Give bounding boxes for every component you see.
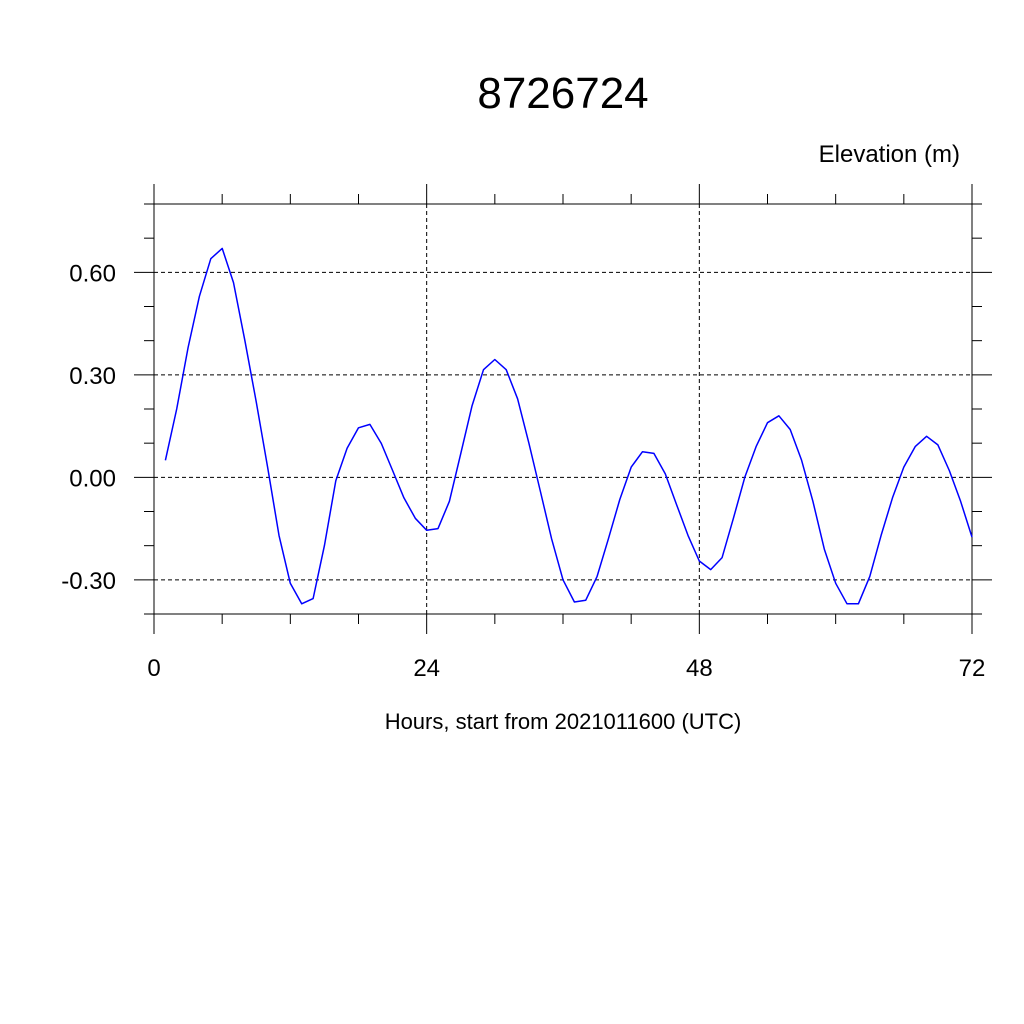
x-axis-label: Hours, start from 2021011600 (UTC) [385, 709, 742, 734]
chart-title: 8726724 [477, 69, 648, 118]
tick-labels: 0 24 48 72 0.60 0.30 0.00 -0.30 [61, 260, 985, 682]
series-layer [164, 247, 973, 605]
x-tick-label: 24 [413, 655, 440, 682]
x-tick-label: 48 [686, 655, 713, 682]
plot-frame [153, 203, 973, 615]
series-line [164, 247, 973, 605]
y-tick-label: 0.00 [69, 465, 116, 492]
y-tick-label: -0.30 [61, 568, 116, 595]
y-tick-label: 0.30 [69, 363, 116, 390]
y-tick-label: 0.60 [69, 260, 116, 287]
y-axis-label: Elevation (m) [819, 141, 960, 168]
x-tick-label: 72 [959, 655, 986, 682]
x-tick-label: 0 [147, 655, 160, 682]
plot-border [153, 203, 973, 615]
grid-lines [153, 204, 973, 614]
axis-ticks [134, 184, 992, 634]
